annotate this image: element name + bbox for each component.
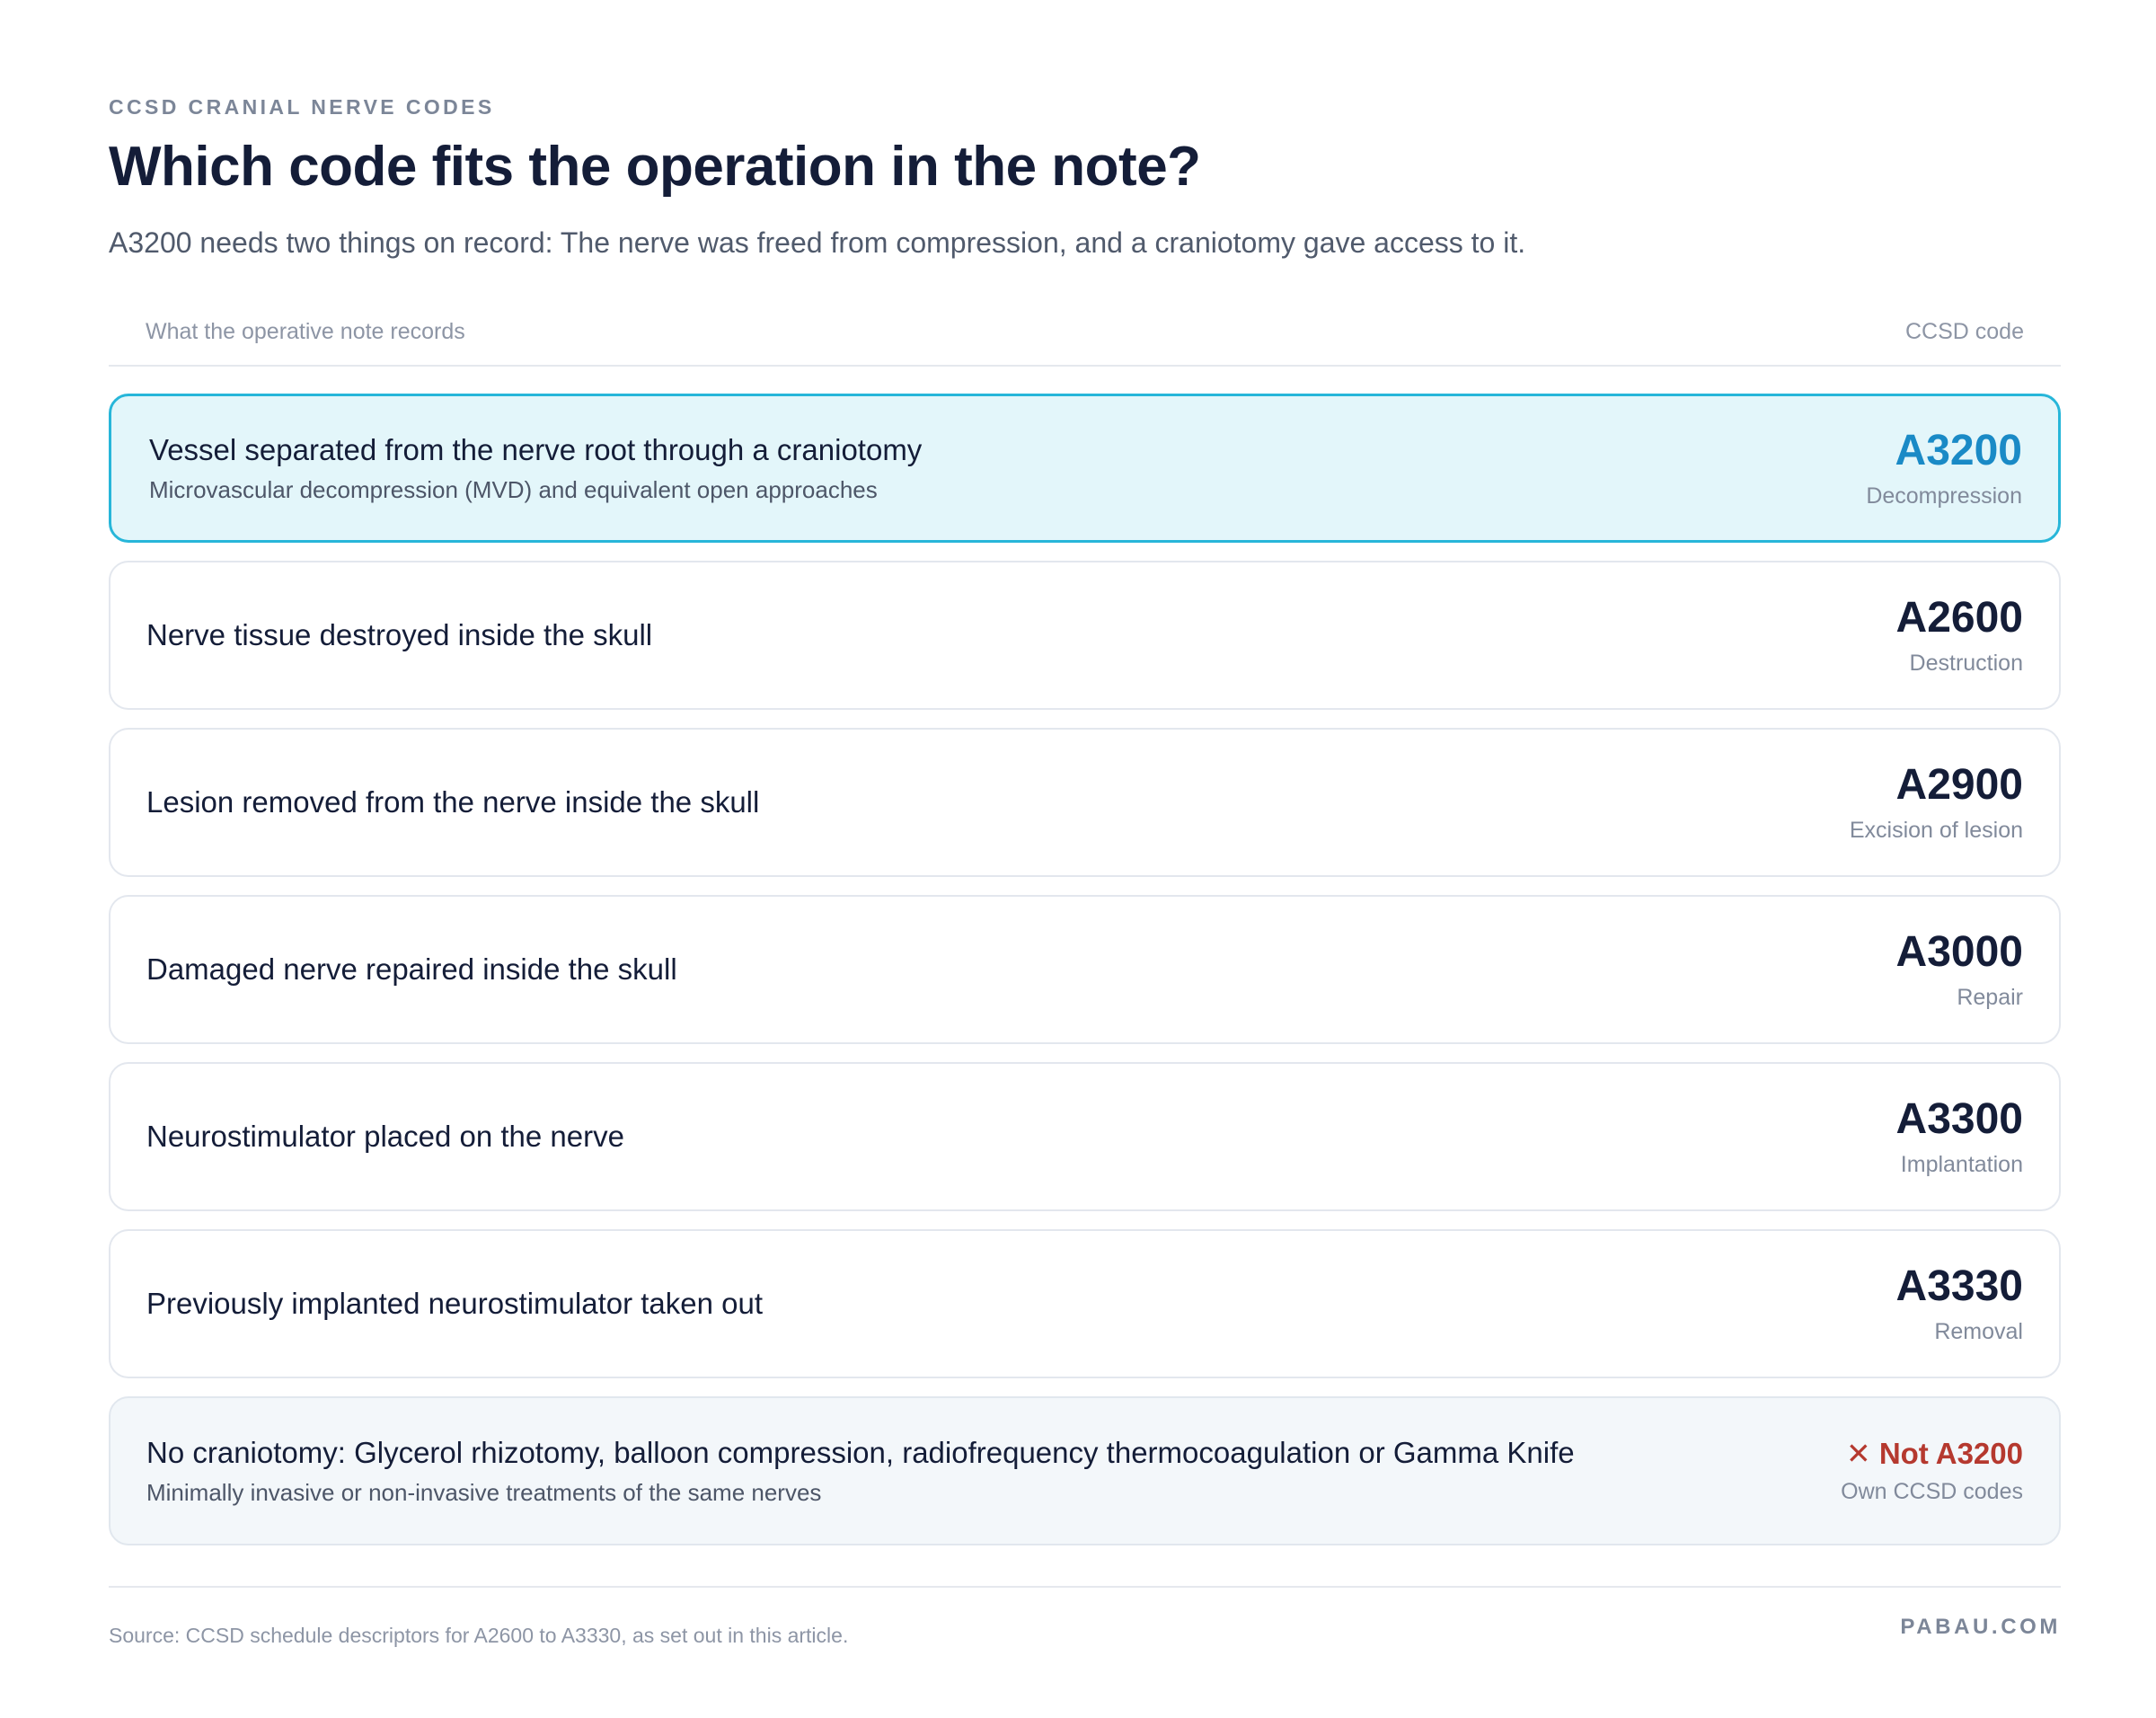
table-row-a2600: Nerve tissue destroyed inside the skull …	[109, 561, 2061, 710]
row-code-cell: A3000 Repair	[1896, 897, 2023, 1042]
row-code-type: Removal	[1934, 1319, 2023, 1344]
row-sub-text: Minimally invasive or non-invasive treat…	[146, 1479, 822, 1506]
row-description: Damaged nerve repaired inside the skull	[146, 897, 677, 1042]
brand-label: PABAU.COM	[1900, 1615, 2061, 1639]
table-row-a3300: Neurostimulator placed on the nerve A330…	[109, 1062, 2061, 1211]
row-code-type: Own CCSD codes	[1841, 1479, 2023, 1504]
row-main-text: Vessel separated from the nerve root thr…	[149, 433, 923, 466]
row-code: A2600	[1895, 594, 2023, 642]
row-code-type: Repair	[1957, 985, 2023, 1010]
row-code-cell: A3330 Removal	[1896, 1231, 2023, 1377]
table-row-a3330: Previously implanted neurostimulator tak…	[109, 1229, 2061, 1378]
page-subtitle: A3200 needs two things on record: The ne…	[109, 226, 1526, 259]
table-row-a3000: Damaged nerve repaired inside the skull …	[109, 895, 2061, 1044]
row-description: No craniotomy: Glycerol rhizotomy, ballo…	[146, 1398, 1575, 1544]
footer-divider	[109, 1586, 2061, 1588]
row-main-text: Damaged nerve repaired inside the skull	[146, 952, 677, 986]
row-code: A3000	[1895, 928, 2023, 976]
row-code-type: Implantation	[1900, 1152, 2023, 1177]
source-note: Source: CCSD schedule descriptors for A2…	[109, 1624, 849, 1647]
row-code-type: Destruction	[1909, 651, 2023, 676]
row-code: A3330	[1895, 1262, 2023, 1310]
row-main-text: Previously implanted neurostimulator tak…	[146, 1287, 764, 1320]
row-code-cell: A2900 Excision of lesion	[1850, 730, 2023, 875]
row-description: Vessel separated from the nerve root thr…	[149, 396, 922, 540]
column-header-code: CCSD code	[1905, 319, 2024, 344]
table-row-a2900: Lesion removed from the nerve inside the…	[109, 728, 2061, 877]
row-code: A2900	[1895, 761, 2023, 809]
row-code-cell: ✕ Not A3200 Own CCSD codes	[1841, 1398, 2023, 1544]
page-title: Which code fits the operation in the not…	[109, 136, 1201, 198]
column-header-note: What the operative note records	[146, 319, 465, 344]
eyebrow-label: CCSD CRANIAL NERVE CODES	[109, 95, 495, 119]
row-main-text: Nerve tissue destroyed inside the skull	[146, 618, 653, 651]
row-code-type: Decompression	[1866, 483, 2022, 509]
row-code-cell: A3300 Implantation	[1896, 1064, 2023, 1209]
row-code-cell: A2600 Destruction	[1896, 562, 2023, 708]
row-code-reject: ✕ Not A3200	[1846, 1437, 2023, 1470]
row-code: A3200	[1895, 427, 2022, 474]
row-description: Lesion removed from the nerve inside the…	[146, 730, 759, 875]
row-description: Nerve tissue destroyed inside the skull	[146, 562, 652, 708]
table-row-not-a3200: No craniotomy: Glycerol rhizotomy, ballo…	[109, 1396, 2061, 1545]
row-sub-text: Microvascular decompression (MVD) and eq…	[149, 476, 878, 503]
row-main-text: No craniotomy: Glycerol rhizotomy, ballo…	[146, 1436, 1575, 1469]
row-code: A3300	[1895, 1095, 2023, 1143]
row-main-text: Lesion removed from the nerve inside the…	[146, 785, 760, 819]
code-table: Vessel separated from the nerve root thr…	[109, 394, 2061, 1563]
row-code-type: Excision of lesion	[1849, 818, 2023, 843]
table-row-a3200: Vessel separated from the nerve root thr…	[109, 394, 2061, 543]
row-description: Previously implanted neurostimulator tak…	[146, 1231, 763, 1377]
row-main-text: Neurostimulator placed on the nerve	[146, 1120, 624, 1153]
row-code-cell: A3200 Decompression	[1866, 396, 2022, 540]
header-divider	[109, 365, 2061, 367]
row-description: Neurostimulator placed on the nerve	[146, 1064, 624, 1209]
